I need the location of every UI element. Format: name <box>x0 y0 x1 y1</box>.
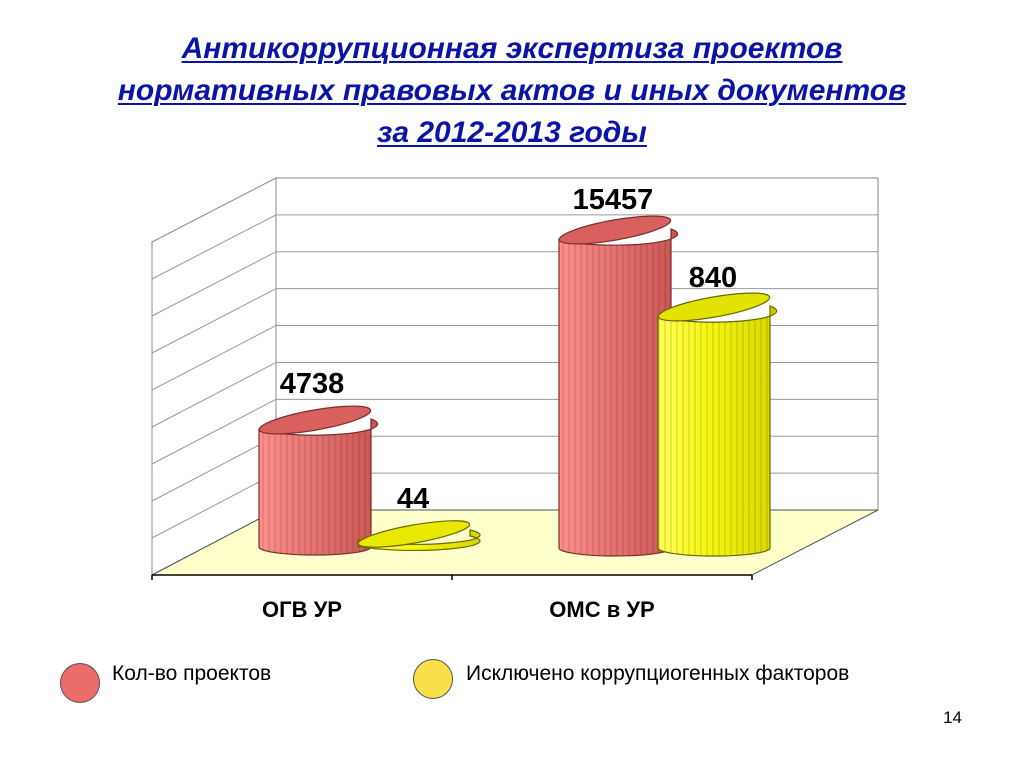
legend-item-projects <box>60 663 114 703</box>
chart-side-wall <box>151 177 277 576</box>
gridline-side <box>151 435 277 502</box>
title-line-2: нормативных правовых актов и иных докуме… <box>117 74 907 107</box>
title-line-3: за 2012-2013 годы <box>377 116 647 149</box>
data-label-oms-projects: 15457 <box>573 184 654 216</box>
bar-ogv-excluded <box>357 520 481 552</box>
legend-label-excluded: Исключено коррупциогенных факторов <box>466 662 850 685</box>
data-label-ogv-projects: 4738 <box>280 368 345 400</box>
legend-swatch-yellow <box>413 659 453 699</box>
gridline-side <box>151 251 277 317</box>
category-label-oms: ОМС в УР <box>549 597 654 622</box>
bar-ogv-projects <box>258 405 379 556</box>
legend-item-excluded <box>413 659 467 699</box>
gridline-side <box>151 325 277 391</box>
page-number: 14 <box>943 708 962 727</box>
gridline-side <box>151 472 277 539</box>
legend-label-projects: Кол-во проектов <box>112 662 272 685</box>
bar-oms-excluded <box>657 292 778 557</box>
category-label-ogv: ОГВ УР <box>262 597 342 622</box>
gridline-side <box>151 398 277 465</box>
gridline-side <box>151 288 277 354</box>
gridline-side <box>151 214 277 280</box>
bar-ogv-excluded-top <box>357 520 471 548</box>
title-line-1: Антикоррупционная экспертиза проектов <box>181 32 843 65</box>
legend-swatch-red <box>60 663 100 703</box>
bar-oms-projects-top <box>558 215 672 245</box>
chart-title: Антикоррупционная экспертиза проектов но… <box>0 28 1024 154</box>
data-label-oms-excluded: 840 <box>689 262 737 294</box>
bar-ogv-projects-top <box>258 405 372 435</box>
gridline-side <box>151 362 277 428</box>
bar-oms-excluded-top <box>657 292 771 322</box>
bar-oms-projects <box>558 215 679 557</box>
data-label-ogv-excluded: 44 <box>397 483 429 515</box>
